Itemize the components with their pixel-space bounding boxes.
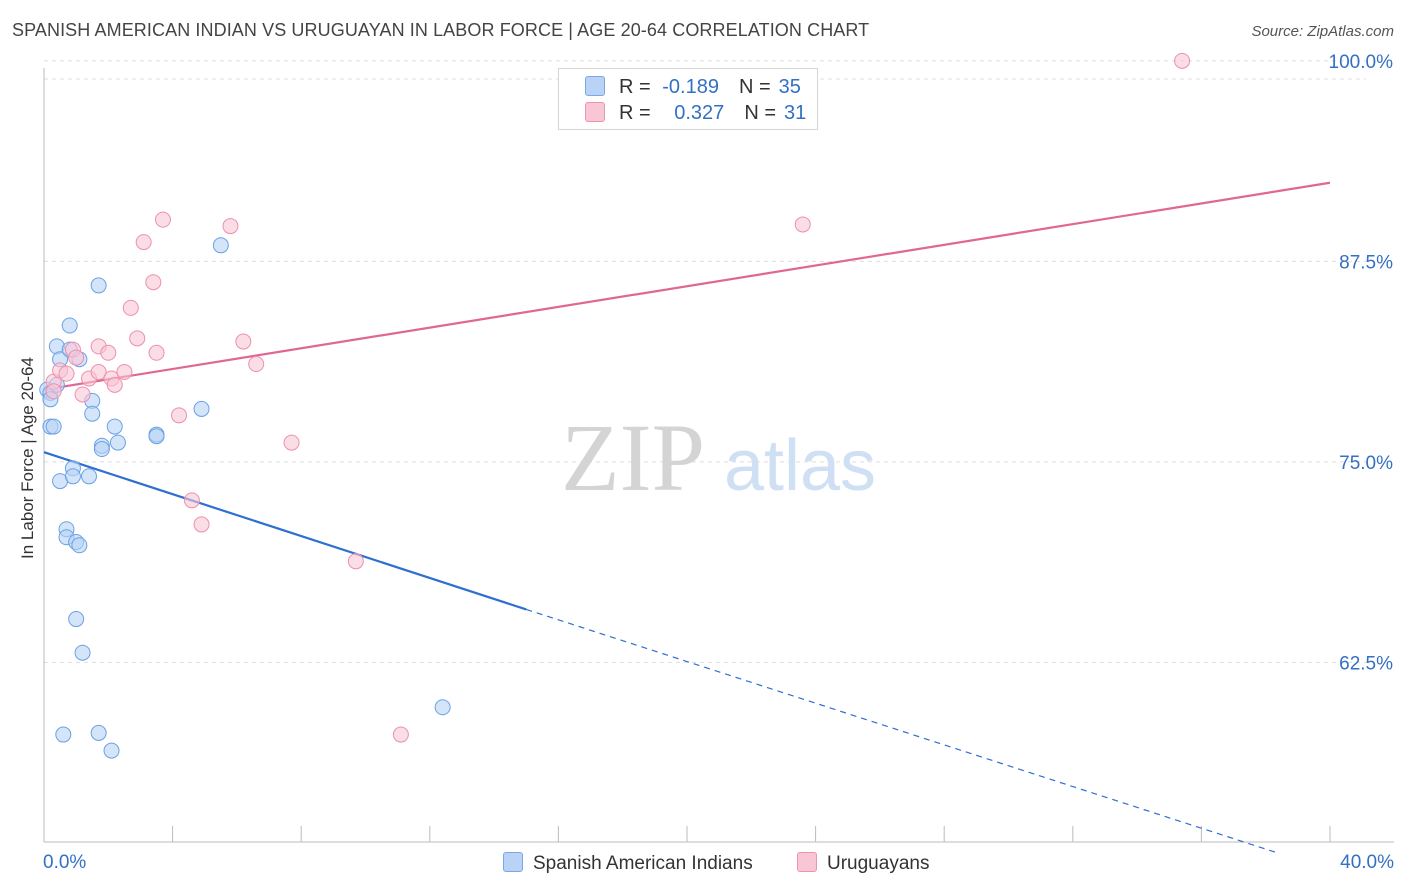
point-spanish-american-indians bbox=[90, 724, 107, 741]
trendline-spanish-american-indians bbox=[43, 451, 527, 611]
bottom-legend-label: Spanish American Indians bbox=[533, 853, 753, 874]
legend-n-label: N = bbox=[738, 76, 771, 98]
bottom-legend-swatch-blue bbox=[503, 852, 523, 872]
point-spanish-american-indians bbox=[81, 468, 98, 485]
point-spanish-american-indians bbox=[64, 468, 81, 485]
watermark-atlas: atlas bbox=[724, 426, 876, 506]
axes bbox=[43, 68, 1394, 843]
grid-lines bbox=[44, 60, 1366, 663]
legend-n-value: 31 bbox=[784, 102, 807, 124]
point-uruguayans bbox=[193, 516, 210, 533]
point-uruguayans bbox=[129, 330, 146, 347]
source-credit: Source: ZipAtlas.com bbox=[1251, 23, 1394, 40]
point-spanish-american-indians bbox=[103, 742, 120, 759]
point-spanish-american-indians bbox=[84, 405, 101, 422]
point-uruguayans bbox=[100, 344, 117, 361]
point-spanish-american-indians bbox=[45, 418, 62, 435]
stats-legend: R = -0.189 N = 35 R = 0.327 N = 31 bbox=[558, 68, 818, 130]
point-uruguayans bbox=[116, 364, 133, 381]
point-uruguayans bbox=[106, 376, 123, 393]
legend-n-value: 35 bbox=[778, 76, 801, 98]
bottom-legend-uruguayans: Uruguayans bbox=[797, 852, 929, 875]
point-uruguayans bbox=[45, 383, 62, 400]
point-uruguayans bbox=[154, 211, 171, 228]
point-spanish-american-indians bbox=[109, 434, 126, 451]
point-spanish-american-indians bbox=[106, 418, 123, 435]
point-uruguayans bbox=[148, 344, 165, 361]
point-uruguayans bbox=[392, 726, 409, 743]
point-uruguayans bbox=[248, 356, 265, 373]
point-uruguayans bbox=[122, 299, 139, 316]
trendline-uruguayans bbox=[43, 181, 1331, 391]
tick-labels: 62.5% 75.0% 87.5% 100.0% bbox=[1329, 52, 1394, 674]
chart-title: SPANISH AMERICAN INDIAN VS URUGUAYAN IN … bbox=[12, 20, 870, 40]
y-tick-label: 75.0% bbox=[1339, 453, 1393, 474]
point-spanish-american-indians bbox=[148, 428, 165, 445]
point-spanish-american-indians bbox=[55, 726, 72, 743]
point-spanish-american-indians bbox=[68, 611, 85, 628]
y-tick-label: 62.5% bbox=[1339, 653, 1393, 674]
trendlines bbox=[43, 181, 1331, 854]
y-tick-label: 87.5% bbox=[1339, 252, 1393, 273]
point-uruguayans bbox=[794, 216, 811, 233]
point-spanish-american-indians bbox=[193, 400, 210, 417]
point-uruguayans bbox=[135, 234, 152, 251]
point-spanish-american-indians bbox=[212, 237, 229, 254]
point-spanish-american-indians bbox=[93, 441, 110, 458]
data-points bbox=[39, 52, 1191, 759]
point-uruguayans bbox=[283, 434, 300, 451]
legend-r-label: R = bbox=[619, 76, 651, 98]
legend-r-value: -0.189 bbox=[662, 76, 719, 98]
point-spanish-american-indians bbox=[74, 644, 91, 661]
point-uruguayans bbox=[58, 365, 75, 382]
trendline-spanish-american-indians-extension bbox=[526, 608, 1279, 854]
legend-swatch-blue bbox=[585, 76, 605, 96]
watermark: ZIP atlas bbox=[561, 404, 876, 511]
point-uruguayans bbox=[68, 349, 85, 366]
x-tick-max: 40.0% bbox=[1340, 852, 1394, 873]
legend-row-spanish-american-indians: R = -0.189 N = 35 bbox=[585, 76, 801, 98]
point-spanish-american-indians bbox=[90, 277, 107, 294]
point-uruguayans bbox=[145, 274, 162, 291]
y-tick-label: 100.0% bbox=[1329, 52, 1394, 73]
point-spanish-american-indians bbox=[434, 699, 451, 716]
watermark-zip: ZIP bbox=[561, 404, 705, 511]
bottom-legend-swatch-pink bbox=[797, 852, 817, 872]
point-uruguayans bbox=[235, 333, 252, 350]
point-uruguayans bbox=[74, 386, 91, 403]
point-uruguayans bbox=[183, 492, 200, 509]
legend-r-label: R = bbox=[619, 102, 651, 124]
bottom-legend-label: Uruguayans bbox=[827, 853, 930, 874]
bottom-legend-spanish-american-indians: Spanish American Indians bbox=[503, 852, 753, 875]
point-spanish-american-indians bbox=[71, 537, 88, 554]
point-uruguayans bbox=[222, 218, 239, 235]
legend-n-label: N = bbox=[744, 102, 776, 124]
legend-row-uruguayans: R = 0.327 N = 31 bbox=[585, 102, 806, 124]
point-uruguayans bbox=[171, 407, 188, 424]
x-tick-min: 0.0% bbox=[43, 852, 87, 873]
point-uruguayans bbox=[90, 364, 107, 381]
legend-r-value: 0.327 bbox=[674, 102, 725, 124]
legend-swatch-pink bbox=[585, 102, 605, 122]
point-spanish-american-indians bbox=[61, 317, 78, 334]
point-uruguayans bbox=[1174, 52, 1191, 69]
point-uruguayans bbox=[347, 553, 364, 570]
